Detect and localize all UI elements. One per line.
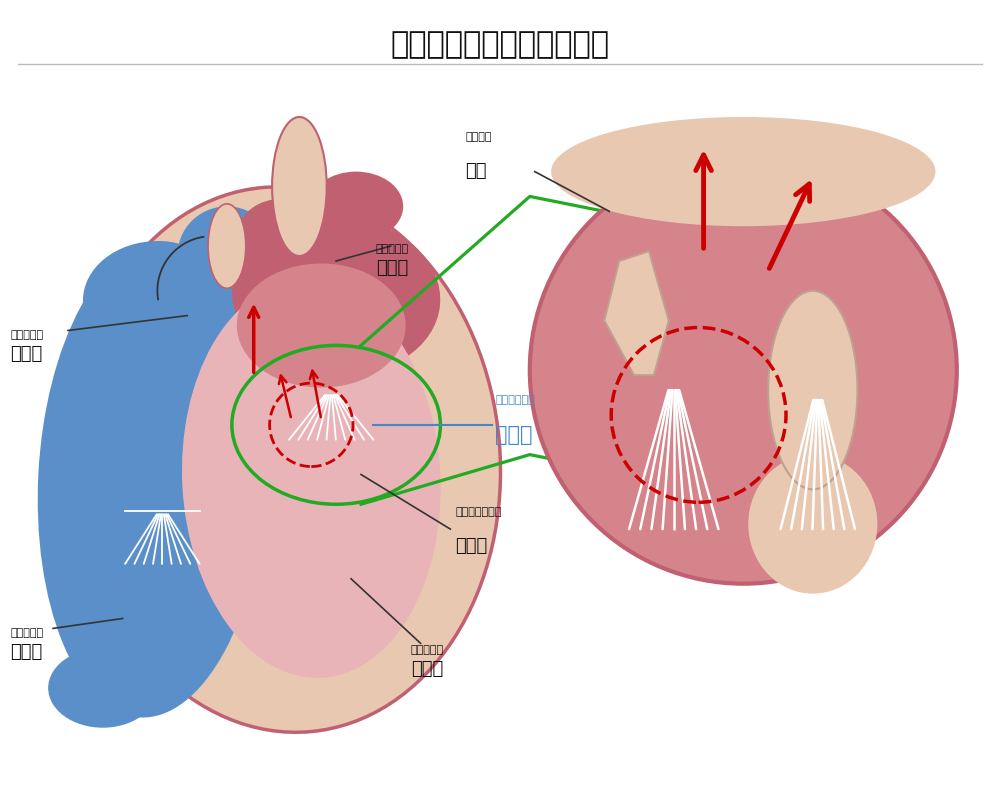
Text: さしんしつ: さしんしつ (411, 646, 444, 655)
Ellipse shape (232, 216, 440, 375)
Text: 一次性の僧帽弁閉鎖不全症: 一次性の僧帽弁閉鎖不全症 (391, 30, 610, 59)
Ellipse shape (177, 206, 277, 306)
Text: 右心室: 右心室 (10, 643, 43, 662)
Text: 右心房: 右心房 (10, 346, 43, 363)
Polygon shape (604, 251, 669, 375)
Text: うしんぼう: うしんぼう (10, 330, 44, 341)
Text: そうぼうべん: そうぼうべん (495, 395, 535, 405)
Ellipse shape (83, 241, 232, 360)
Ellipse shape (316, 438, 346, 492)
Ellipse shape (48, 648, 157, 728)
Ellipse shape (182, 281, 441, 678)
Circle shape (530, 157, 957, 584)
Ellipse shape (208, 204, 246, 288)
Ellipse shape (239, 199, 324, 263)
Text: 腱索: 腱索 (465, 162, 487, 180)
Ellipse shape (768, 290, 858, 490)
Ellipse shape (72, 187, 501, 732)
Ellipse shape (272, 117, 327, 256)
Text: にゅうとうきん: にゅうとうきん (455, 507, 502, 517)
Text: 左心房: 左心房 (376, 259, 408, 277)
Text: さしんぼう: さしんぼう (376, 244, 409, 254)
Ellipse shape (38, 242, 267, 718)
Text: 乳頭筋: 乳頭筋 (455, 537, 488, 555)
Text: うしんしつ: うしんしつ (10, 628, 44, 638)
Text: 左心室: 左心室 (411, 660, 443, 678)
Ellipse shape (237, 263, 406, 387)
Text: 僧帽弁: 僧帽弁 (495, 425, 533, 445)
Ellipse shape (309, 171, 403, 241)
Text: けんさく: けんさく (465, 132, 492, 142)
Ellipse shape (551, 117, 935, 226)
Ellipse shape (748, 454, 877, 594)
